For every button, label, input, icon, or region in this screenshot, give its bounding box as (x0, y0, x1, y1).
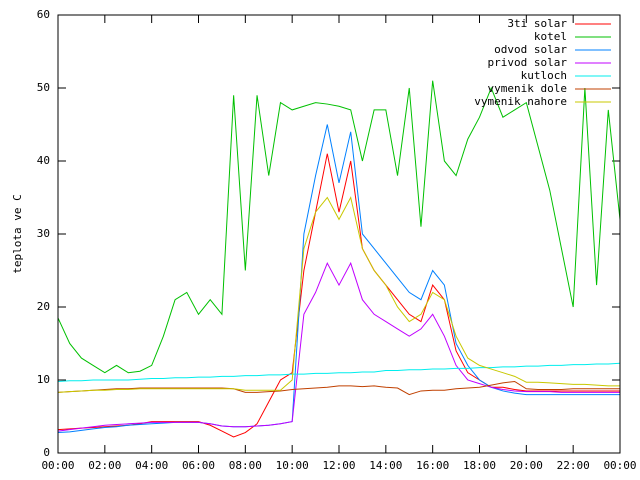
legend-label: vymenik dole (488, 82, 567, 95)
y-tick-label: 30 (37, 227, 50, 240)
series-line (57, 362, 621, 382)
legend-label: odvod solar (494, 43, 567, 56)
y-tick-label: 10 (37, 373, 50, 386)
series-line (57, 261, 620, 432)
x-tick-label: 00:00 (41, 459, 74, 472)
x-tick-label: 00:00 (603, 459, 636, 472)
y-axis-label: teplota ve C (11, 194, 24, 273)
legend-label: vymenik nahore (474, 95, 567, 108)
x-tick-label: 20:00 (510, 459, 543, 472)
x-tick-label: 04:00 (135, 459, 168, 472)
series-line (57, 124, 620, 434)
y-tick-label: 60 (37, 8, 50, 21)
x-tick-label: 14:00 (369, 459, 402, 472)
series-line (57, 196, 620, 393)
x-tick-label: 08:00 (229, 459, 262, 472)
series-line (57, 380, 620, 396)
x-tick-label: 06:00 (182, 459, 215, 472)
series-line (57, 80, 621, 374)
x-tick-label: 18:00 (463, 459, 496, 472)
x-tick-label: 22:00 (557, 459, 590, 472)
series-line (57, 153, 620, 438)
plot-border (57, 14, 621, 454)
legend-label: kutloch (521, 69, 567, 82)
x-tick-label: 12:00 (322, 459, 355, 472)
legend-label: 3ti solar (507, 17, 567, 30)
x-tick-label: 10:00 (276, 459, 309, 472)
y-tick-label: 50 (37, 81, 50, 94)
legend-label: privod solar (488, 56, 568, 69)
legend-label: kotel (534, 30, 567, 43)
x-tick-label: 02:00 (88, 459, 121, 472)
y-tick-label: 20 (37, 300, 50, 313)
y-tick-label: 40 (37, 154, 50, 167)
x-tick-label: 16:00 (416, 459, 449, 472)
y-tick-label: 0 (43, 446, 50, 459)
